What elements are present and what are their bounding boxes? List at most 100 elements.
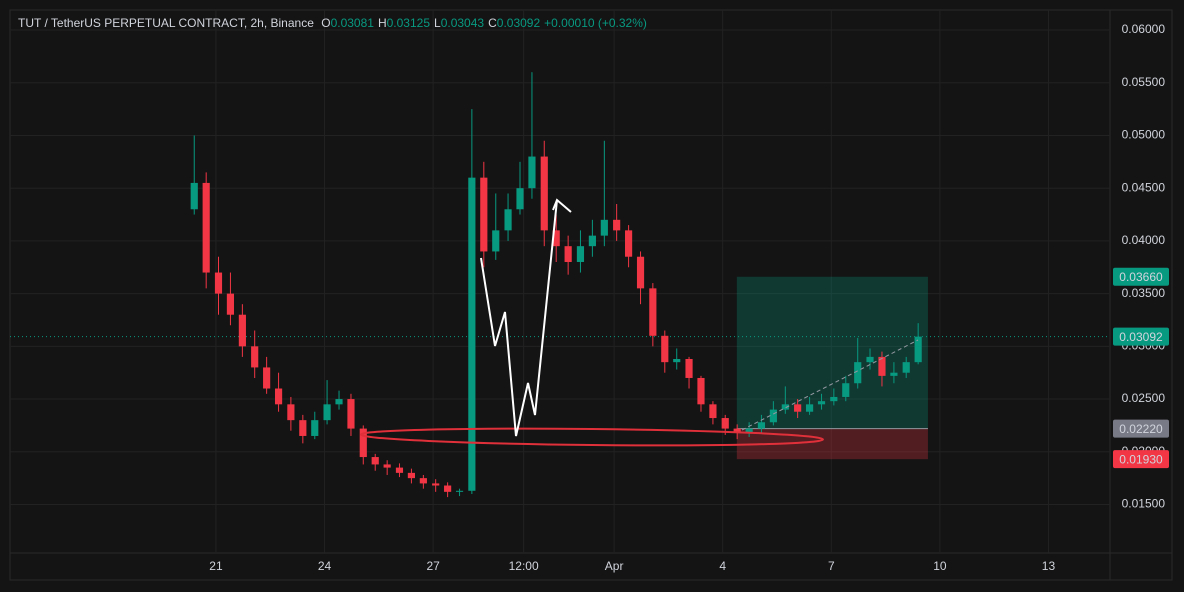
y-tick-label: 0.02500 <box>1122 391 1166 405</box>
candle-body <box>613 219 621 231</box>
candle-body <box>890 372 898 376</box>
x-tick-label: 12:00 <box>509 559 539 573</box>
y-tick-label: 0.03500 <box>1122 286 1166 300</box>
x-tick-label: 4 <box>719 559 726 573</box>
legend-header: TUT / TetherUS PERPETUAL CONTRACT, 2h, B… <box>18 16 651 30</box>
candle-body <box>311 420 319 436</box>
axes: 0.06000 0.05500 0.05000 0.04500 0.04000 0.035… <box>209 22 1169 573</box>
candle-body <box>540 156 548 231</box>
ohlc-value: 0.03081 <box>330 16 374 30</box>
ohlc-key: O <box>321 16 331 30</box>
candle-body <box>238 314 246 347</box>
candle-body <box>721 418 729 429</box>
price-badge-label: 0.03660 <box>1119 270 1163 284</box>
price-badge-label: 0.01930 <box>1119 452 1163 466</box>
candle-body <box>805 404 814 412</box>
x-tick-label: 10 <box>933 559 947 573</box>
candle-body <box>600 219 608 236</box>
x-tick-label: 21 <box>209 559 223 573</box>
candle-body <box>359 428 367 458</box>
candle-body <box>552 230 560 247</box>
candle-body <box>588 235 596 247</box>
candle-body <box>878 356 886 376</box>
candle-body <box>661 335 669 363</box>
x-tick-label: 13 <box>1042 559 1056 573</box>
price-badge-label: 0.03092 <box>1119 330 1163 344</box>
candle-body <box>830 396 838 402</box>
candle-body <box>866 356 874 363</box>
candle-body <box>649 288 657 336</box>
ohlc-value: 0.03092 <box>496 16 541 30</box>
candle-body <box>407 472 415 479</box>
symbol-title: TUT / TetherUS PERPETUAL CONTRACT, 2h, B… <box>18 16 314 30</box>
candle-body <box>214 272 223 294</box>
candle-body <box>202 182 210 273</box>
candle-body <box>854 362 862 384</box>
ohlc-value: 0.03125 <box>386 16 431 30</box>
candle-body <box>395 467 404 473</box>
candles <box>190 72 922 498</box>
candle-body <box>299 420 307 436</box>
candle-body <box>781 404 789 410</box>
candle-body <box>902 362 910 373</box>
ohlc-item: O0.03081 <box>321 16 374 30</box>
position-box <box>736 276 928 460</box>
candle-body <box>914 336 922 363</box>
candle-body <box>564 246 572 262</box>
candle-body <box>226 293 235 315</box>
ohlc-value: +0.00010 (+0.32%) <box>544 16 647 30</box>
arrow-head <box>552 198 572 213</box>
candle-body <box>794 404 802 412</box>
x-tick-label: Apr <box>605 559 624 573</box>
candle-body <box>576 246 585 262</box>
ohlc-key: H <box>377 16 387 30</box>
price-badge <box>1113 267 1169 286</box>
candle-body <box>697 377 705 405</box>
candle-body <box>733 428 741 433</box>
candle-body <box>263 367 271 389</box>
annotations <box>360 198 919 447</box>
price-badge <box>1113 419 1169 438</box>
candle-body <box>190 182 198 210</box>
x-tick-label: 27 <box>426 559 440 573</box>
candle-body <box>335 399 343 405</box>
price-badge <box>1113 327 1169 346</box>
candle-body <box>455 490 464 492</box>
support-ellipse <box>360 427 824 447</box>
candle-body <box>516 188 524 210</box>
y-tick-label: 0.06000 <box>1122 22 1166 36</box>
candle-body <box>625 230 633 257</box>
candle-body <box>287 404 295 421</box>
y-tick-label: 0.04500 <box>1122 180 1166 194</box>
ohlc-value: 0.03043 <box>440 16 485 30</box>
candle-body <box>492 230 500 252</box>
y-tick-label: 0.05000 <box>1122 128 1166 142</box>
price-badge <box>1113 450 1169 469</box>
candle-body <box>347 399 355 429</box>
candle-body <box>685 358 693 378</box>
candle-body <box>323 404 331 421</box>
candle-body <box>673 358 681 363</box>
ohlc-item: C0.03092 <box>488 16 540 30</box>
ohlc-item: L0.03043 <box>434 16 484 30</box>
profit-zone <box>736 276 928 429</box>
y-tick-label: 0.04000 <box>1122 233 1166 247</box>
frame <box>9 9 1173 581</box>
candle-body <box>842 383 850 397</box>
y-tick-label: 0.01500 <box>1122 497 1166 511</box>
candle-body <box>769 409 777 423</box>
x-tick-label: 7 <box>828 559 835 573</box>
candle-body <box>274 388 283 405</box>
trend-line <box>741 339 919 431</box>
candle-body <box>383 464 391 468</box>
candle-body <box>709 404 717 419</box>
candle-body <box>745 428 753 433</box>
candle-body <box>444 485 452 492</box>
candle-body <box>468 177 476 491</box>
candle-body <box>504 209 512 231</box>
ohlc-key: L <box>434 16 441 30</box>
candle-body <box>419 478 427 484</box>
